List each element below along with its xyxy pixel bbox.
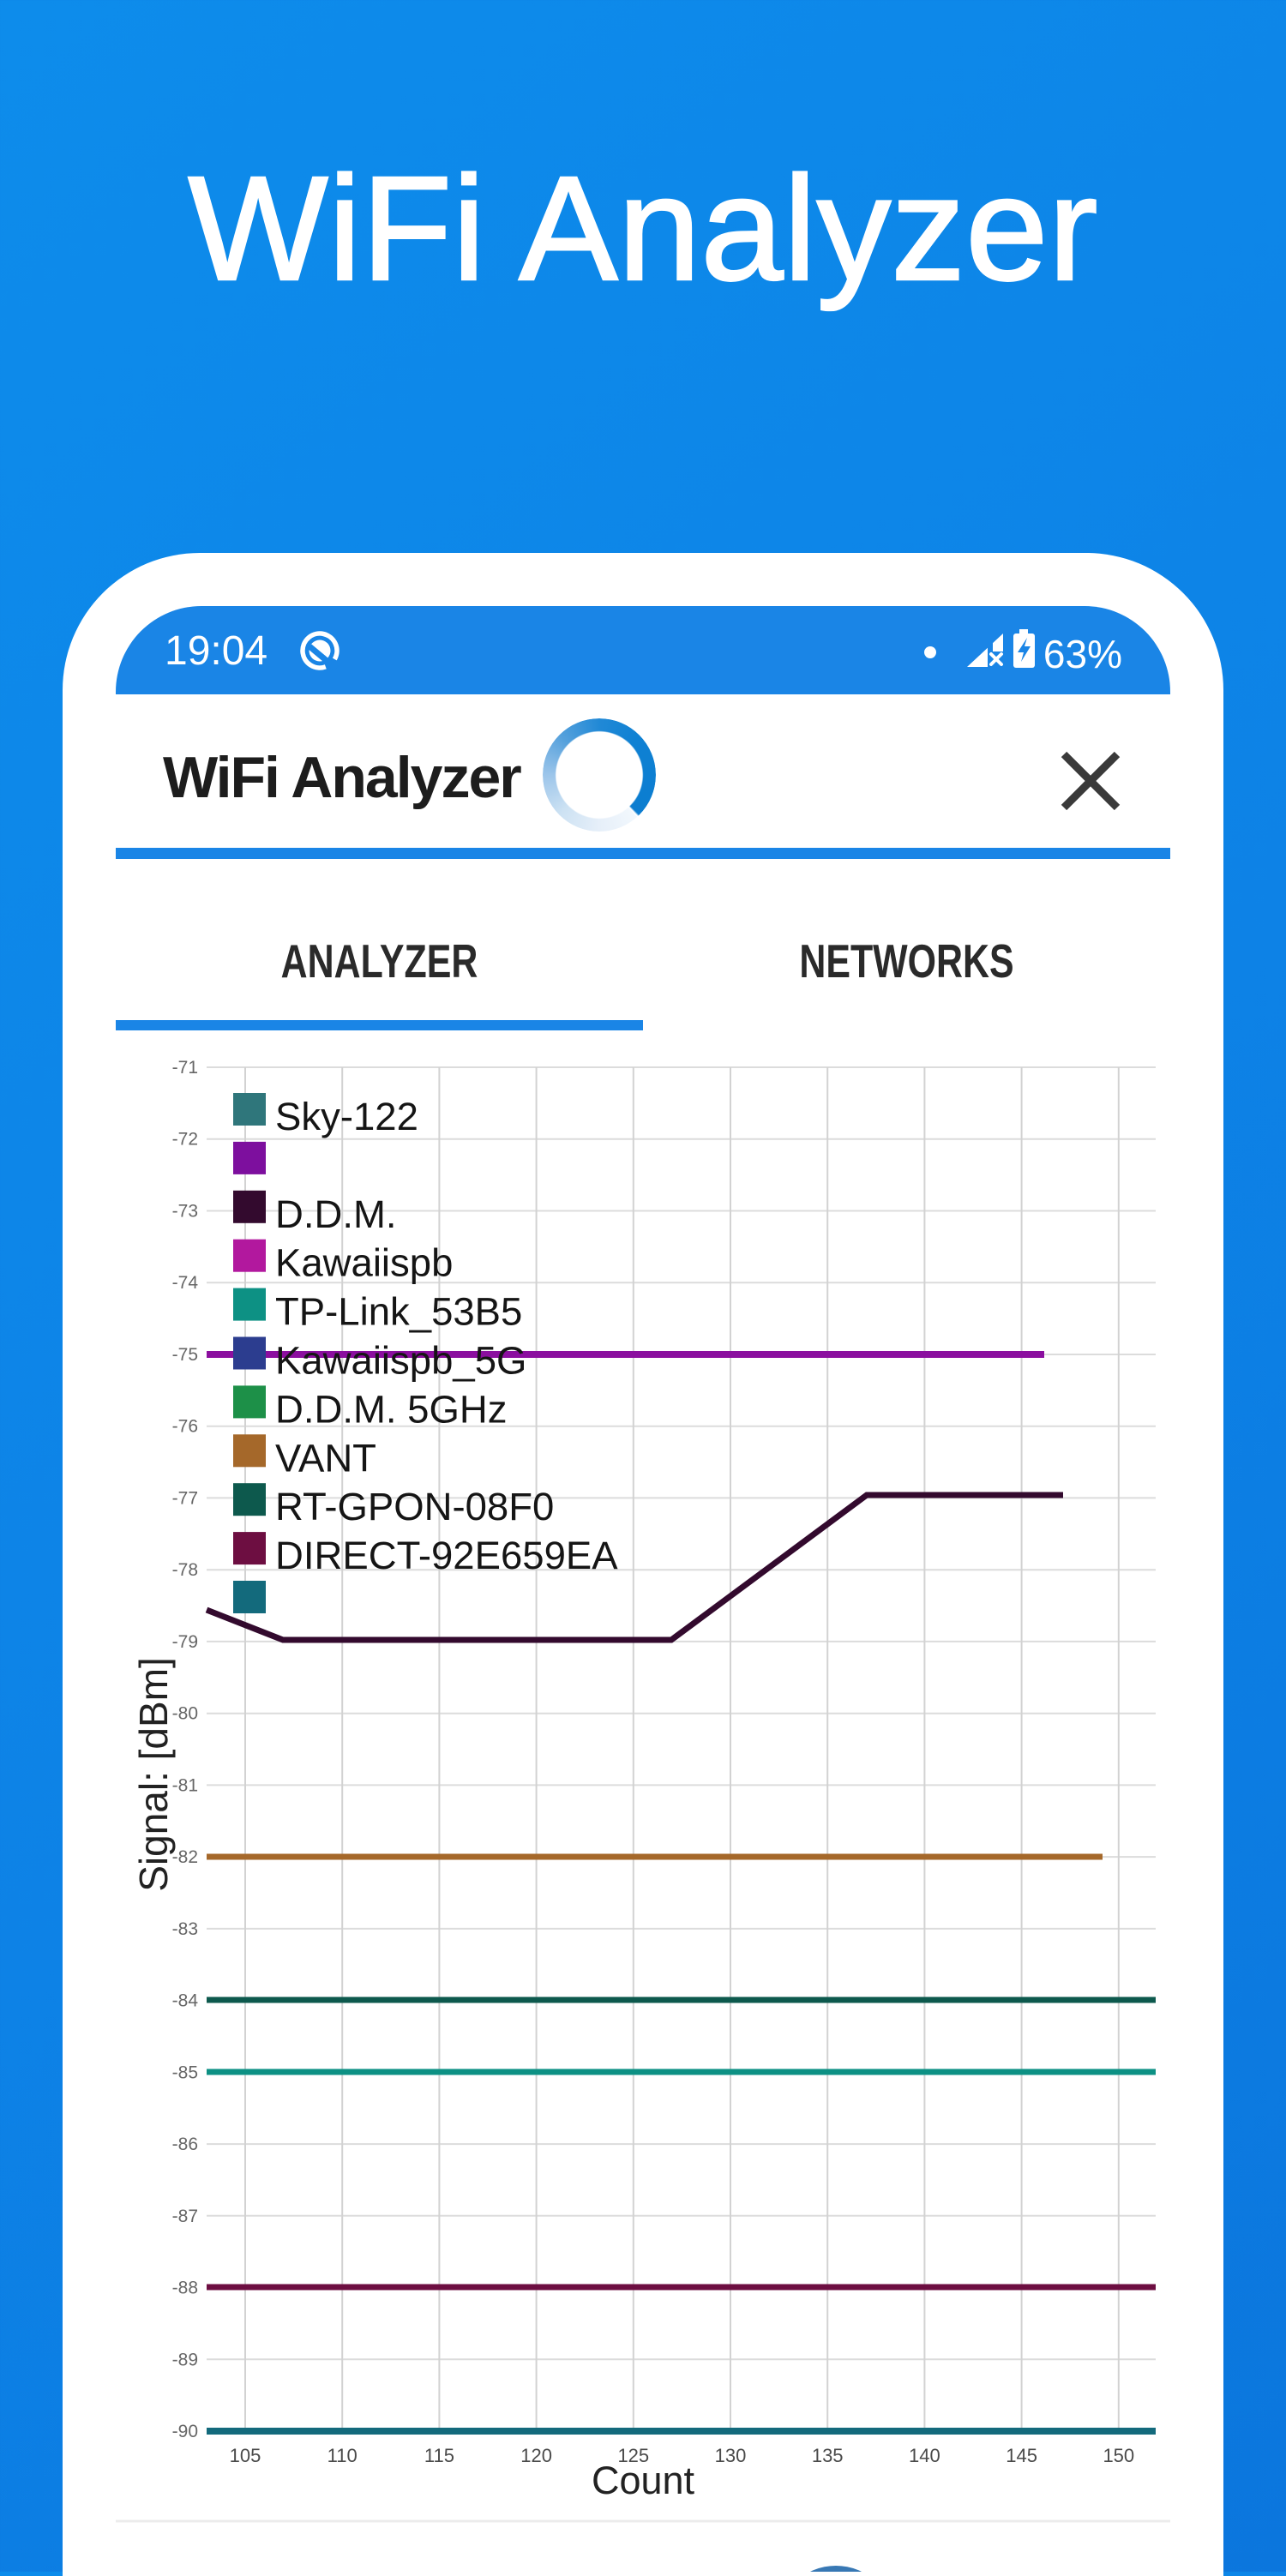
- svg-text:D.D.M.: D.D.M.: [275, 1192, 397, 1236]
- svg-text:Count: Count: [592, 2459, 695, 2502]
- svg-text:-73: -73: [172, 1202, 198, 1222]
- svg-text:RT-GPON-08F0: RT-GPON-08F0: [275, 1485, 554, 1528]
- svg-text:-71: -71: [172, 1058, 198, 1078]
- svg-text:-72: -72: [172, 1130, 198, 1150]
- svg-text:150: 150: [1103, 2445, 1134, 2466]
- svg-text:-75: -75: [172, 1345, 198, 1365]
- svg-text:Signal: [dBm]: Signal: [dBm]: [131, 1657, 176, 1892]
- svg-text:-78: -78: [172, 1560, 198, 1580]
- svg-text:-88: -88: [172, 2279, 198, 2298]
- svg-text:105: 105: [230, 2445, 261, 2466]
- svg-text:130: 130: [715, 2445, 747, 2466]
- svg-text:-83: -83: [172, 1919, 198, 1939]
- svg-text:-85: -85: [172, 2063, 198, 2082]
- svg-text:-90: -90: [172, 2422, 198, 2441]
- svg-text:DIRECT-92E659EA: DIRECT-92E659EA: [275, 1534, 618, 1577]
- svg-text:-82: -82: [172, 1847, 198, 1867]
- svg-text:-86: -86: [172, 2135, 198, 2154]
- svg-text:-74: -74: [172, 1273, 199, 1293]
- svg-text:110: 110: [328, 2445, 358, 2466]
- svg-text:D.D.M. 5GHz: D.D.M. 5GHz: [275, 1387, 508, 1431]
- svg-text:-77: -77: [172, 1488, 198, 1508]
- svg-text:Kawaiispb: Kawaiispb: [275, 1241, 453, 1285]
- svg-text:Kawaiispb_5G: Kawaiispb_5G: [275, 1339, 526, 1383]
- svg-text:-81: -81: [172, 1775, 198, 1795]
- svg-text:135: 135: [812, 2445, 844, 2466]
- svg-text:-76: -76: [172, 1417, 198, 1437]
- svg-text:120: 120: [520, 2445, 552, 2466]
- svg-text:-89: -89: [172, 2350, 198, 2369]
- svg-text:Sky-122: Sky-122: [275, 1095, 418, 1138]
- svg-text:115: 115: [424, 2445, 454, 2466]
- svg-text:-84: -84: [172, 1991, 199, 2011]
- svg-text:-80: -80: [172, 1704, 198, 1724]
- svg-text:TP-Link_53B5: TP-Link_53B5: [275, 1290, 522, 1334]
- svg-text:145: 145: [1006, 2445, 1037, 2466]
- svg-text:VANT: VANT: [275, 1436, 376, 1480]
- svg-text:140: 140: [909, 2445, 940, 2466]
- svg-text:125: 125: [617, 2445, 649, 2466]
- svg-text:-79: -79: [172, 1632, 198, 1652]
- svg-text:-87: -87: [172, 2207, 198, 2226]
